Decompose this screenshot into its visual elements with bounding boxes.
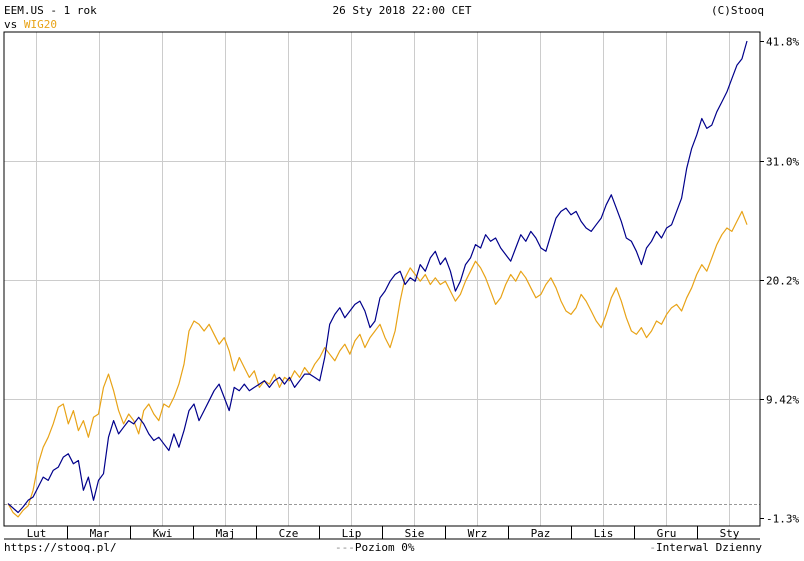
interval-label: -Interwal Dzienny xyxy=(649,541,762,554)
interval-dash: - xyxy=(649,541,657,554)
y-tick-label: 31.0% xyxy=(766,156,799,169)
chart-title: EEM.US - 1 rok xyxy=(4,4,97,17)
y-tick-label: 9.42% xyxy=(766,394,799,407)
y-tick-label: 41.8% xyxy=(766,36,799,49)
series-line-eem-us xyxy=(7,40,748,514)
x-tick-label: Lis xyxy=(594,527,614,540)
main-symbol-title: EEM.US - 1 rok xyxy=(4,4,97,17)
x-tick-label: Paz xyxy=(531,527,551,540)
y-tick-labels: 41.8% 31.0% 20.2% 9.42% -1.3% xyxy=(766,36,799,526)
zero-level-legend: ---Poziom 0% xyxy=(335,541,414,554)
chart-series xyxy=(7,40,748,518)
chart-grid xyxy=(4,32,760,526)
source-url[interactable]: https://stooq.pl/ xyxy=(4,541,117,554)
x-tick-label: Sie xyxy=(405,527,425,540)
x-tick-label: Kwi xyxy=(153,527,173,540)
x-tick-label: Cze xyxy=(279,527,299,540)
x-tick-label: Mar xyxy=(90,527,110,540)
x-tick-label: Sty xyxy=(720,527,740,540)
x-tick-label: Gru xyxy=(657,527,677,540)
copyright-label: (C)Stooq xyxy=(711,4,764,17)
compare-symbol: WIG20 xyxy=(23,18,57,31)
chart-axes xyxy=(3,31,764,540)
chart-datetime: 26 Sty 2018 22:00 CET xyxy=(332,4,472,17)
compare-label: vs WIG20 xyxy=(4,18,57,31)
y-tick-label: 20.2% xyxy=(766,275,799,288)
interval-text: Interwal Dzienny xyxy=(656,541,762,554)
y-tick-label: -1.3% xyxy=(766,513,799,526)
zero-level-dash: --- xyxy=(335,541,355,554)
x-tick-label: Wrz xyxy=(468,527,488,540)
x-tick-label: Maj xyxy=(216,527,236,540)
plot-frame xyxy=(3,31,761,527)
x-tick-label: Lut xyxy=(27,527,47,540)
zero-level-label: Poziom 0% xyxy=(354,541,415,554)
x-tick-label: Lip xyxy=(342,527,362,540)
x-tick-labels: Lut Mar Kwi Maj Cze Lip Sie Wrz Paz Lis Gru Sty xyxy=(27,527,740,540)
series-line-wig20 xyxy=(7,210,748,518)
vs-label: vs xyxy=(4,18,18,31)
